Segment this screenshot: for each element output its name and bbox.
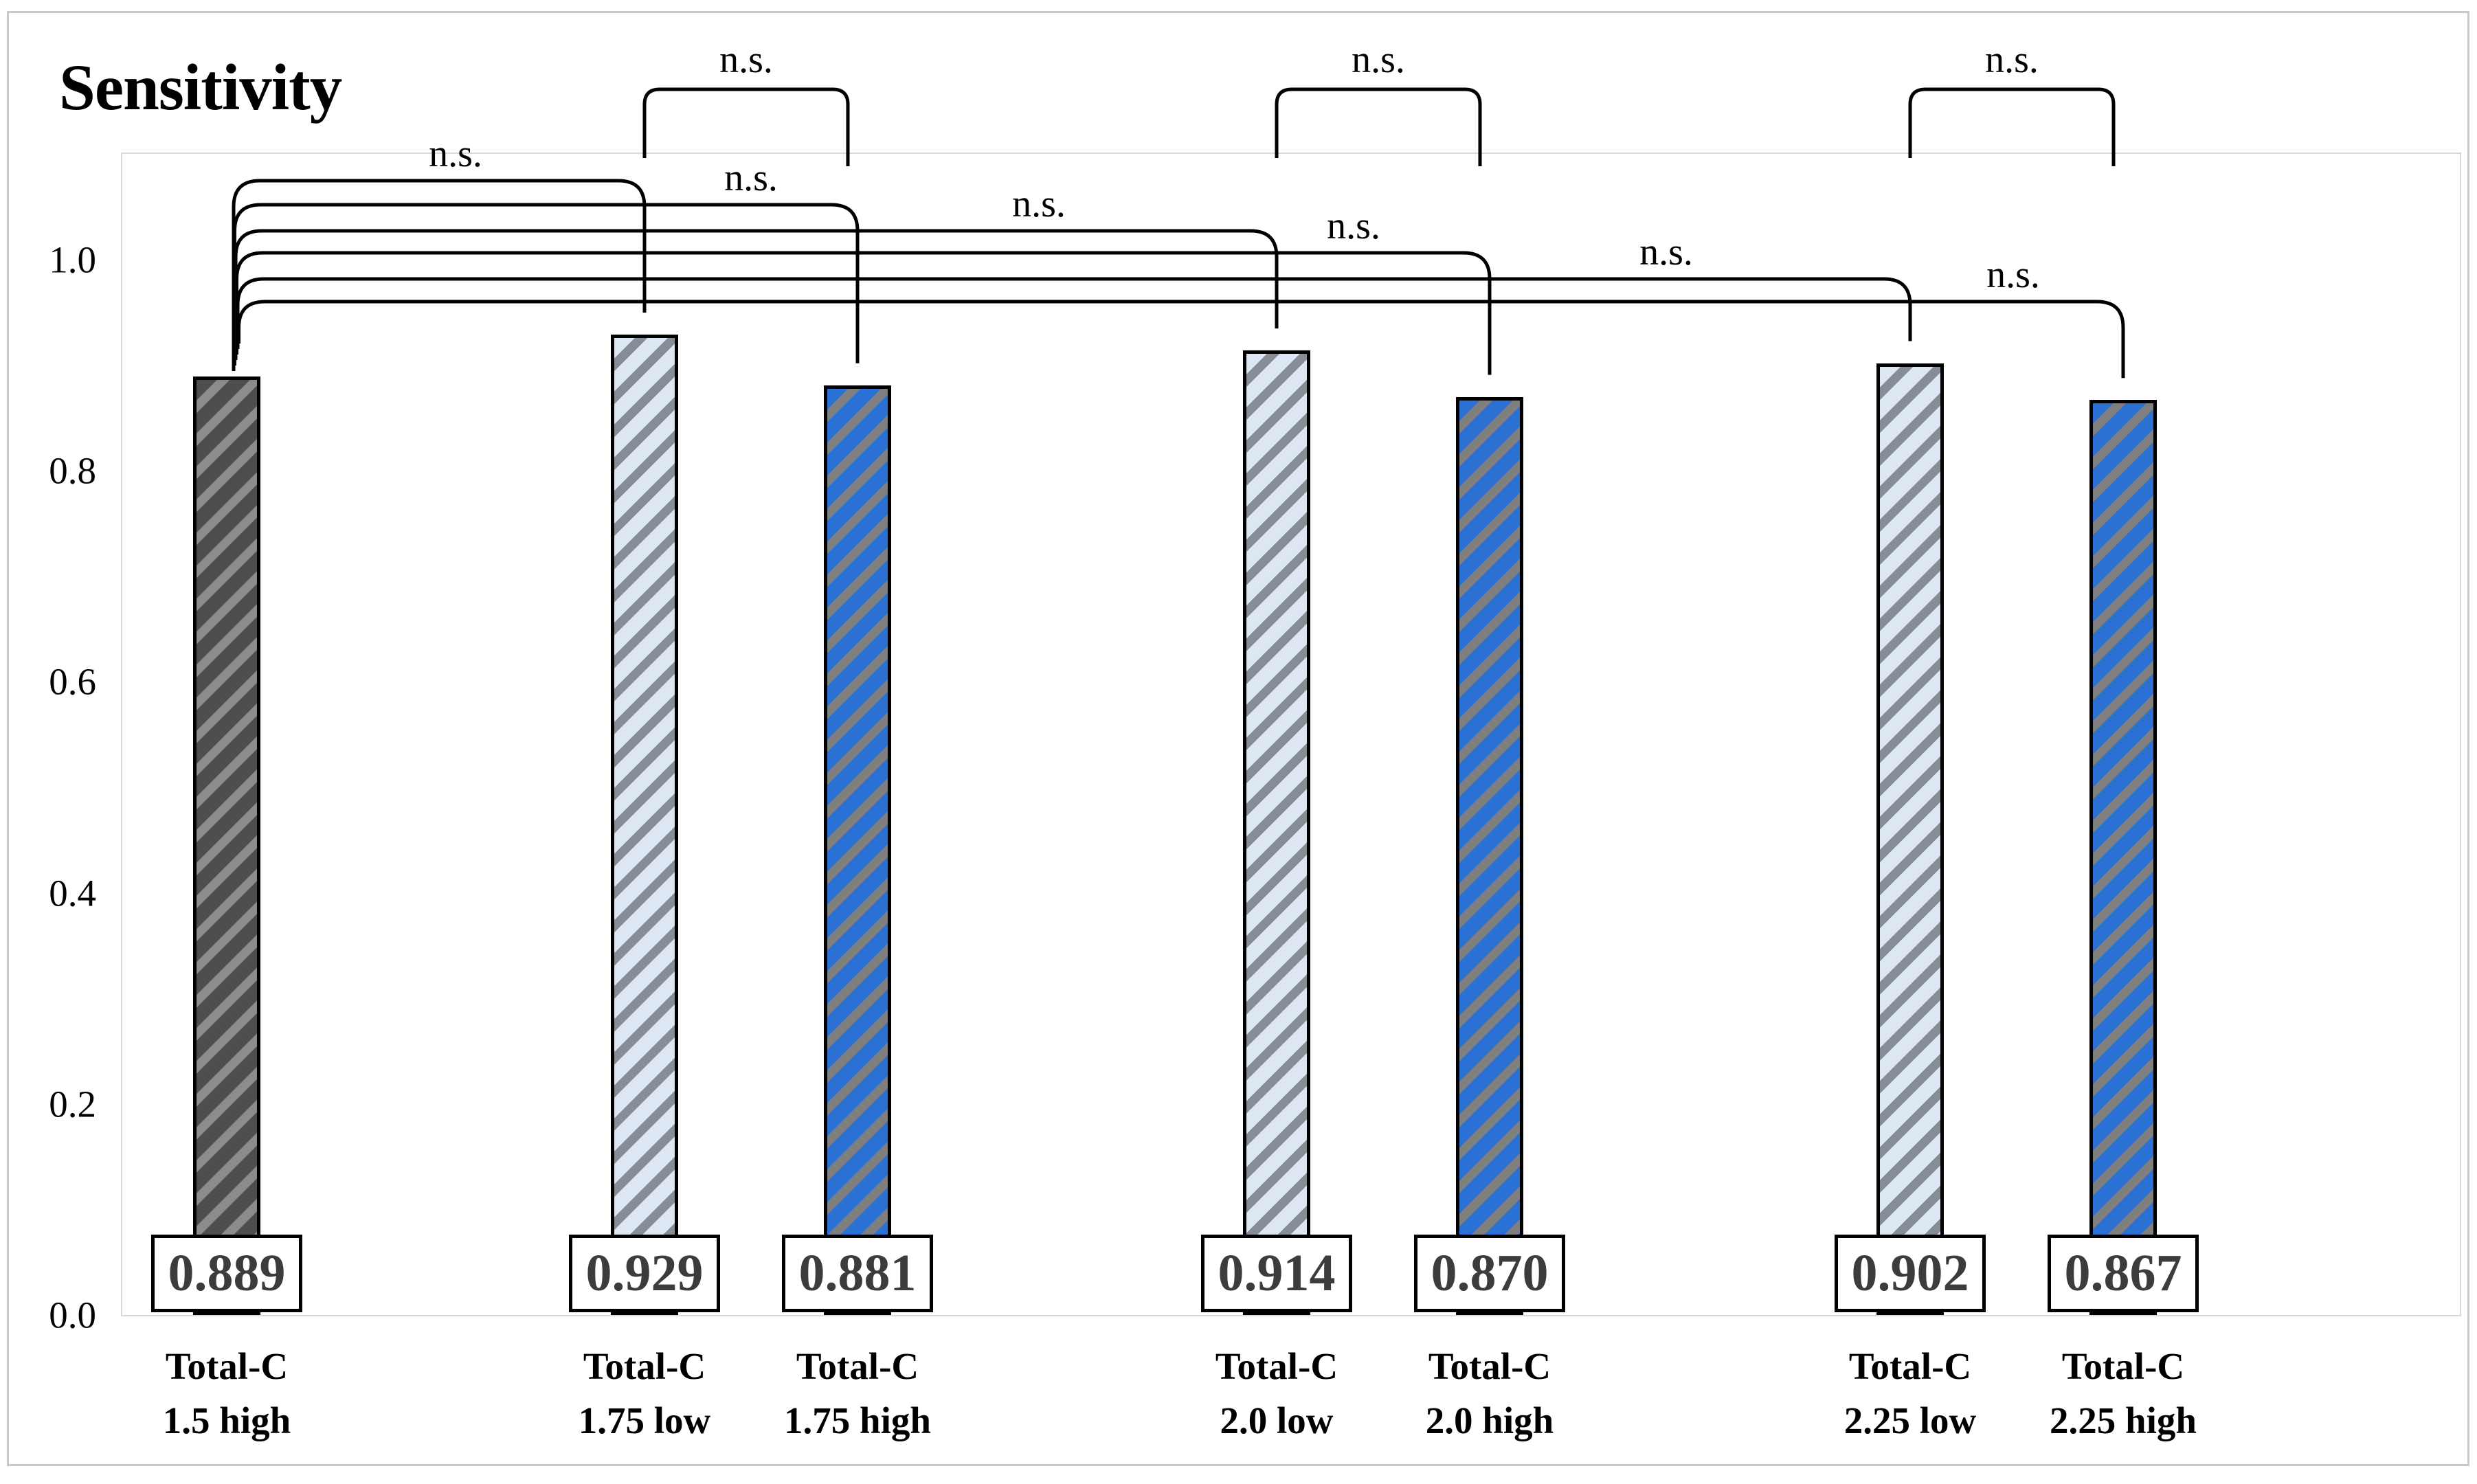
x-label-line1: Total-C — [1848, 1345, 1972, 1387]
x-label-line2: 1.75 high — [784, 1399, 931, 1441]
x-label-line2: 2.0 high — [1425, 1399, 1554, 1441]
bar-total-c-1.75-high — [824, 385, 891, 1315]
y-axis-tick-label: 0.0 — [49, 1294, 96, 1336]
y-axis-tick-label: 0.4 — [49, 872, 96, 914]
x-label-line1: Total-C — [2061, 1345, 2185, 1387]
x-axis-category-label: Total-C 1.75 high — [784, 1339, 931, 1448]
chart-title: Sensitivity — [59, 51, 342, 124]
bar-total-c-1.5-high — [193, 376, 260, 1315]
bar-total-c-1.75-low — [611, 335, 678, 1315]
x-axis-category-label: Total-C 1.5 high — [163, 1339, 291, 1448]
value-label-box: 0.914 — [1201, 1235, 1352, 1312]
ns-label: n.s. — [1012, 183, 1066, 225]
value-label-box: 0.929 — [569, 1235, 720, 1312]
figure-border — [7, 11, 2469, 1466]
ns-label: n.s. — [429, 133, 482, 175]
value-label-box: 0.881 — [782, 1235, 933, 1312]
x-label-line1: Total-C — [1215, 1345, 1338, 1387]
x-label-line1: Total-C — [165, 1345, 289, 1387]
x-axis-category-label: Total-C 2.25 low — [1844, 1339, 1977, 1448]
y-axis-tick-label: 1.0 — [49, 238, 96, 281]
x-label-line2: 2.0 low — [1220, 1399, 1334, 1441]
x-axis-category-label: Total-C 1.75 low — [579, 1339, 711, 1448]
value-label-box: 0.867 — [2048, 1235, 2199, 1312]
x-label-line1: Total-C — [796, 1345, 919, 1387]
ns-label: n.s. — [719, 38, 773, 81]
bar-total-c-2.0-high — [1456, 396, 1523, 1315]
x-label-line1: Total-C — [1428, 1345, 1551, 1387]
bar-total-c-2.25-low — [1876, 363, 1944, 1315]
x-label-line2: 2.25 low — [1843, 1399, 1977, 1441]
ns-label: n.s. — [1639, 231, 1693, 273]
y-axis-tick-label: 0.6 — [49, 660, 96, 703]
y-axis-tick-label: 0.8 — [49, 449, 96, 492]
value-label-box: 0.902 — [1835, 1235, 1986, 1312]
x-label-line2: 2.25 high — [2050, 1399, 2197, 1441]
ns-label: n.s. — [1327, 205, 1380, 247]
bar-total-c-2.25-high — [2089, 400, 2157, 1315]
ns-label: n.s. — [724, 157, 778, 199]
ns-label: n.s. — [1352, 38, 1405, 81]
ns-label: n.s. — [1985, 38, 2039, 81]
x-axis-category-label: Total-C 2.0 high — [1426, 1339, 1554, 1448]
x-axis-category-label: Total-C 2.0 low — [1215, 1339, 1338, 1448]
x-label-line2: 1.75 low — [578, 1399, 711, 1441]
value-label-box: 0.870 — [1414, 1235, 1565, 1312]
x-label-line1: Total-C — [583, 1345, 706, 1387]
bar-total-c-2.0-low — [1243, 350, 1310, 1315]
x-axis-category-label: Total-C 2.25 high — [2050, 1339, 2197, 1448]
ns-label: n.s. — [1986, 254, 2040, 296]
y-axis-tick-label: 0.2 — [49, 1083, 96, 1125]
x-label-line2: 1.5 high — [162, 1399, 291, 1441]
value-label-box: 0.889 — [151, 1235, 302, 1312]
